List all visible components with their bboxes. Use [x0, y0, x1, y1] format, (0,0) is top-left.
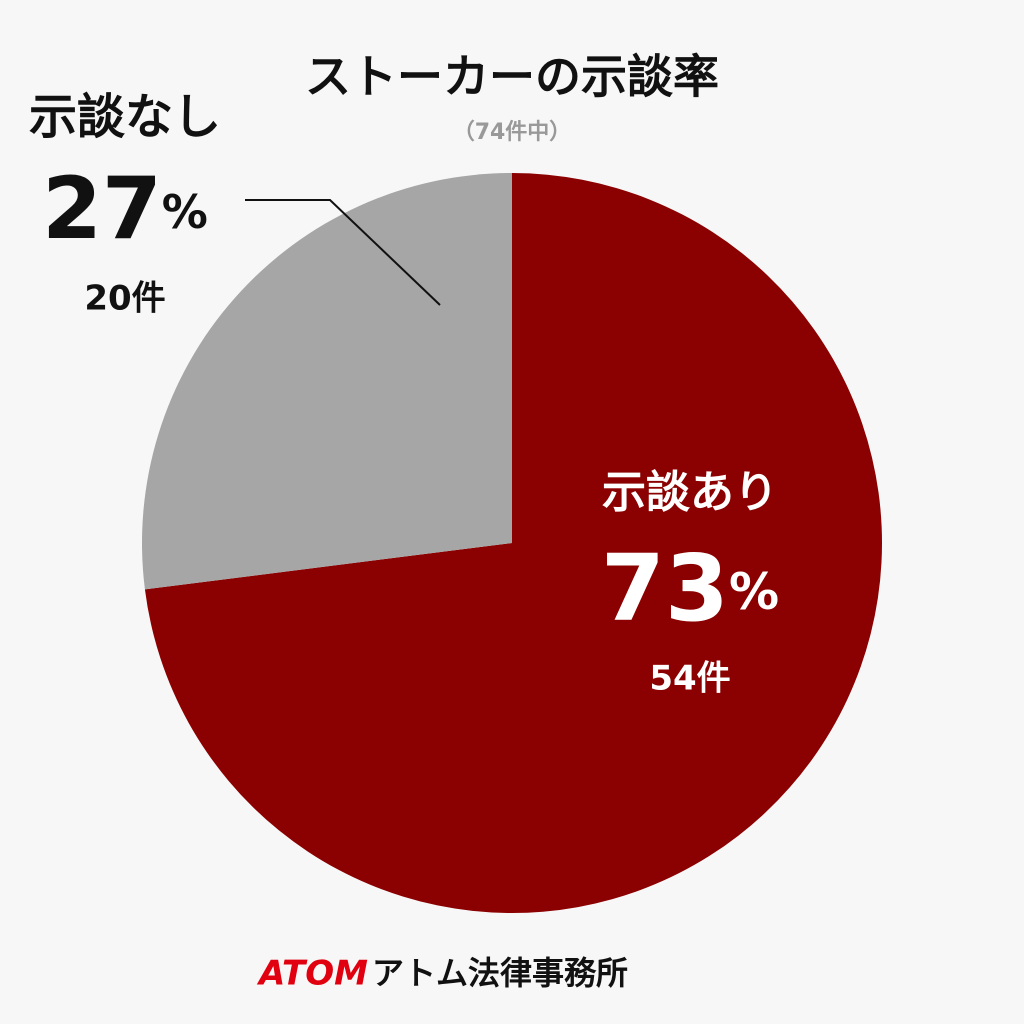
slice-value-label: 27% — [42, 159, 208, 259]
slice-value-label: 73% — [601, 535, 779, 642]
slice-category-label: 示談あり — [602, 467, 778, 518]
footer-brand: ATOM — [256, 954, 368, 994]
slice-category-label: 示談なし — [29, 89, 221, 145]
slice-count-label: 54件 — [649, 659, 730, 699]
footer-name: アトム法律事務所 — [372, 954, 628, 992]
slice-count-label: 20件 — [84, 279, 165, 319]
leader-line — [245, 199, 441, 306]
pie — [141, 173, 883, 913]
chart-title: ストーカーの示談率 — [305, 50, 719, 104]
chart-subtitle: （74件中） — [453, 120, 572, 145]
pie-slice — [141, 173, 512, 590]
pie-slice — [144, 173, 883, 913]
